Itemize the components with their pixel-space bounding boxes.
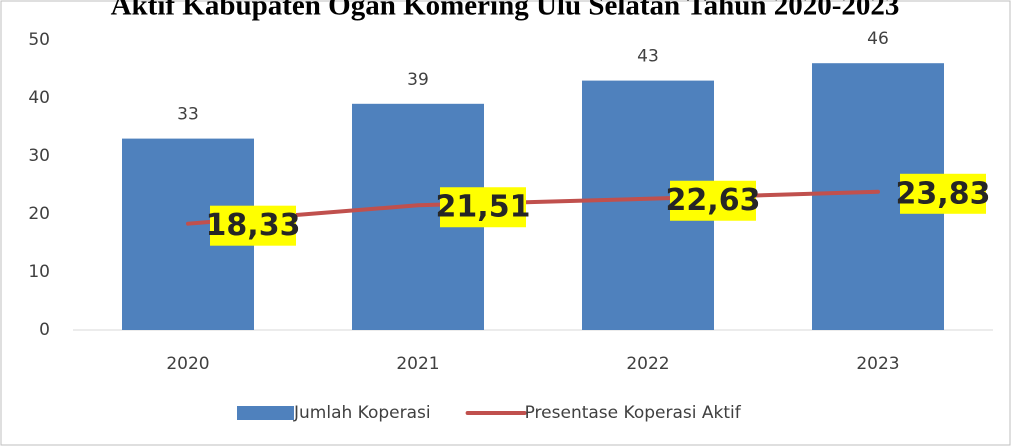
line-value-label: 21,51: [436, 190, 531, 225]
y-tick-label: 10: [28, 262, 50, 282]
x-tick-label: 2023: [856, 354, 899, 374]
line-value-label: 22,63: [666, 183, 761, 218]
x-tick-label: 2020: [166, 354, 209, 374]
legend-label: Jumlah Koperasi: [293, 403, 431, 423]
y-tick-label: 30: [28, 146, 50, 166]
line-value-label: 18,33: [206, 208, 301, 243]
y-tick-label: 50: [28, 30, 50, 50]
y-tick-label: 40: [28, 88, 50, 108]
line-value-label: 23,83: [896, 176, 991, 211]
legend-swatch: [237, 406, 294, 420]
bar-value-label: 33: [177, 105, 199, 125]
chart-title: Aktif Kabupaten Ogan Komering Ulu Selata…: [111, 0, 900, 22]
legend-label: Presentase Koperasi Aktif: [525, 403, 742, 423]
label-box: [440, 187, 526, 228]
x-tick-label: 2021: [396, 354, 439, 374]
label-box: [210, 205, 296, 246]
line: [186, 189, 880, 226]
label-box: [900, 173, 986, 214]
bar-value-label: 46: [867, 29, 889, 49]
label-box: [670, 180, 756, 221]
y-tick-label: 0: [39, 320, 50, 340]
bar-value-label: 43: [637, 47, 659, 67]
y-tick-label: 20: [28, 204, 50, 224]
x-tick-label: 2022: [626, 354, 669, 374]
bar-value-label: 39: [407, 70, 429, 90]
